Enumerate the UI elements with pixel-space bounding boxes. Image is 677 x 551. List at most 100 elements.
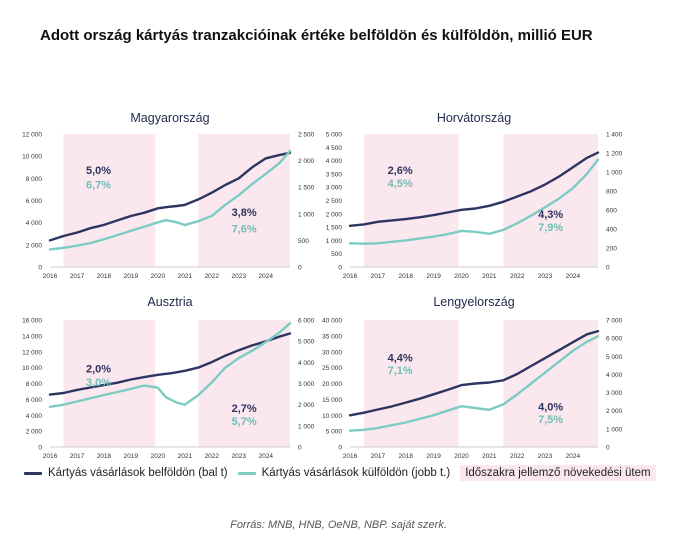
legend-label-domestic: Kártyás vásárlások belföldön (bal t) [48,467,228,479]
y-left-tick-label: 0 [38,445,42,452]
period-band [503,134,598,267]
y-left-tick-label: 35 000 [322,333,342,340]
x-tick-label: 2020 [454,453,469,460]
y-left-tick-label: 25 000 [322,365,342,372]
y-left-tick-label: 12 000 [22,349,42,356]
chart-panel-1: Magyarország 0 2 000 4 000 6 000 8 000 10 000 1… [22,111,315,280]
x-tick-label: 2019 [426,453,441,460]
y-right-tick-label: 2 500 [298,132,315,139]
y-right-tick-label: 4 000 [298,360,315,367]
y-left-tick-label: 1 500 [326,225,343,232]
y-right-tick-label: 3 000 [606,390,623,397]
x-tick-label: 2022 [205,273,220,280]
series-line-domestic [48,332,292,396]
y-left-tick-label: 5 000 [326,429,343,436]
chart-title: Magyarország [130,111,209,125]
x-tick-label: 2017 [371,273,386,280]
legend-label-abroad: Kártyás vásárlások külföldön (jobb t.) [261,467,451,479]
x-tick-label: 2016 [343,453,358,460]
x-tick-label: 2024 [258,273,273,280]
legend-swatch-domestic [24,471,42,475]
y-right-tick-label: 1 400 [606,132,623,139]
y-left-tick-label: 6 000 [26,397,43,404]
series-line-domestic [348,151,600,228]
annotation-domestic-rate: 4,4% [388,352,413,364]
legend: Kártyás vásárlások belföldön (bal t) Kár… [24,465,666,481]
annotation-abroad-rate: 7,1% [388,365,413,377]
y-left-tick-label: 4 000 [26,413,43,420]
y-left-tick-label: 3 000 [326,185,343,192]
y-left-tick-label: 500 [331,251,342,258]
y-right-tick-label: 1 000 [606,170,623,177]
period-band [363,320,459,447]
annotation-abroad-rate: 7,6% [232,224,257,236]
y-left-tick-label: 2 000 [26,242,43,249]
x-tick-label: 2017 [70,453,85,460]
y-right-tick-label: 5 000 [606,354,623,361]
x-tick-label: 2024 [566,273,581,280]
x-tick-label: 2020 [151,453,166,460]
x-tick-label: 2016 [43,273,58,280]
x-tick-label: 2017 [371,453,386,460]
annotation-domestic-rate: 3,8% [232,207,257,219]
x-tick-label: 2021 [482,453,497,460]
x-tick-label: 2023 [538,273,553,280]
y-left-tick-label: 4 500 [326,145,343,152]
x-tick-label: 2020 [454,273,469,280]
y-left-tick-label: 6 000 [26,198,43,205]
legend-item-period: Időszakra jellemző növekedési ütem [460,465,656,481]
x-tick-label: 2018 [398,453,413,460]
y-right-tick-label: 1 000 [606,426,623,433]
legend-swatch-abroad [237,471,256,475]
x-tick-label: 2023 [538,453,553,460]
series-line-abroad [348,158,600,245]
annotation-domestic-rate: 4,0% [538,401,563,413]
annotation-domestic-rate: 4,3% [538,209,563,221]
y-right-tick-label: 7 000 [606,318,623,325]
y-left-tick-label: 4 000 [326,158,343,165]
chart-panel-4: Lengyelország 0 5 000 10 000 15 000 20 000 25 … [322,295,623,460]
y-left-tick-label: 0 [338,445,342,452]
annotation-abroad-rate: 3,0% [86,377,111,389]
y-left-tick-label: 5 000 [326,132,343,139]
series-line-domestic [348,329,600,417]
period-band [198,134,290,267]
period-band [503,320,598,447]
y-left-tick-label: 12 000 [22,132,42,139]
period-band [198,320,290,447]
series-line-abroad [348,335,600,432]
y-right-tick-label: 6 000 [298,318,315,325]
legend-item-abroad: Kártyás vásárlások külföldön (jobb t.) [237,467,451,479]
annotation-abroad-rate: 4,5% [388,178,413,190]
x-tick-label: 2016 [43,453,58,460]
chart-panel-2: Horvátország 0 500 1 000 1 500 2 000 2 500 3 00… [326,111,623,280]
x-tick-label: 2018 [97,273,112,280]
annotation-domestic-rate: 5,0% [86,165,111,177]
page-title: Adott ország kártyás tranzakcióinak érté… [40,27,593,44]
legend-item-domestic: Kártyás vásárlások belföldön (bal t) [24,467,228,479]
x-tick-label: 2023 [232,453,247,460]
period-band [363,134,459,267]
x-tick-label: 2021 [178,453,193,460]
y-left-tick-label: 15 000 [322,397,342,404]
y-left-tick-label: 1 000 [326,238,343,245]
x-tick-label: 2021 [482,273,497,280]
y-right-tick-label: 800 [606,189,617,196]
y-right-tick-label: 6 000 [606,336,623,343]
x-tick-label: 2022 [205,453,220,460]
annotation-abroad-rate: 5,7% [232,416,257,428]
chart-title: Lengyelország [433,295,514,309]
x-tick-label: 2018 [97,453,112,460]
y-left-tick-label: 2 000 [326,211,343,218]
y-right-tick-label: 1 000 [298,423,315,430]
y-left-tick-label: 10 000 [22,154,42,161]
chart-title: Horvátország [437,111,511,125]
annotation-domestic-rate: 2,0% [86,363,111,375]
y-left-tick-label: 2 500 [326,198,343,205]
y-left-tick-label: 16 000 [22,318,42,325]
annotation-abroad-rate: 6,7% [86,179,111,191]
y-left-tick-label: 14 000 [22,333,42,340]
y-right-tick-label: 0 [298,265,302,272]
x-tick-label: 2021 [178,273,193,280]
annotation-domestic-rate: 2,6% [388,165,413,177]
